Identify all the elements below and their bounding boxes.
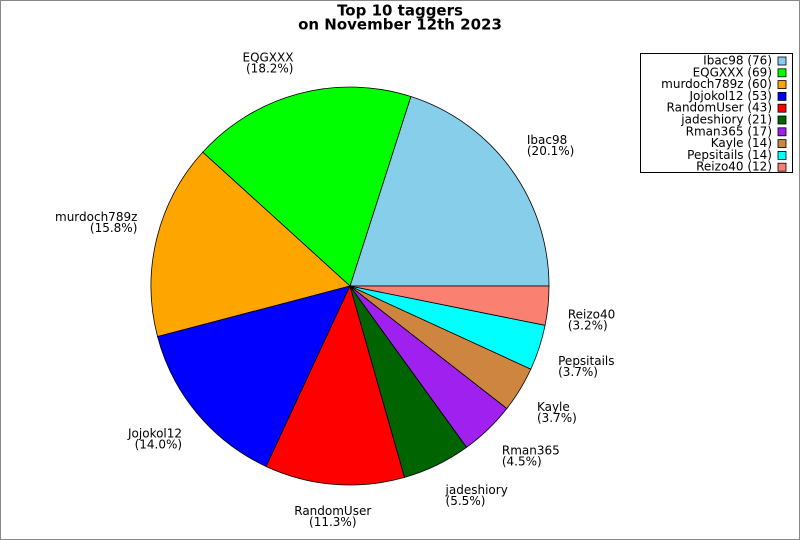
slice-label: jadeshiory xyxy=(445,483,508,497)
slice-value-label: (11.3%) xyxy=(309,515,356,529)
legend-swatch xyxy=(777,68,787,78)
slice-value-label: (20.1%) xyxy=(527,144,574,158)
slice-label: murdoch789z xyxy=(55,210,137,224)
legend-label: Kayle (14) xyxy=(711,136,772,150)
legend-label: murdoch789z (60) xyxy=(661,77,772,91)
legend-swatch xyxy=(777,103,787,113)
chart-title: Top 10 taggers xyxy=(337,2,463,20)
legend-label: Ibac98 (76) xyxy=(703,54,772,68)
legend-swatch xyxy=(777,150,787,160)
slice-value-label: (3.7%) xyxy=(558,365,598,379)
slice-value-label: (3.7%) xyxy=(537,411,577,425)
slice-label: Kayle xyxy=(537,400,570,414)
slice-label: Jojokol12 xyxy=(127,426,182,440)
legend-label: RandomUser (43) xyxy=(667,101,772,115)
slice-label: Pepsitails xyxy=(558,354,614,368)
slice-value-label: (18.2%) xyxy=(246,62,293,76)
slice-value-label: (5.5%) xyxy=(446,494,486,508)
legend-swatch xyxy=(777,162,787,172)
slice-label: Reizo40 xyxy=(568,308,615,322)
slice-label: Rman365 xyxy=(502,444,560,458)
slice-label: RandomUser xyxy=(294,504,371,518)
legend-swatch xyxy=(777,92,787,101)
legend-swatch xyxy=(777,115,787,125)
legend-swatch xyxy=(777,80,787,89)
slice-value-label: (15.8%) xyxy=(90,221,137,235)
slice-value-label: (14.0%) xyxy=(135,437,182,451)
pie-slice xyxy=(349,96,550,287)
pie-slice xyxy=(265,284,406,486)
pie-slice xyxy=(157,285,351,467)
pie-slice xyxy=(349,285,550,326)
legend-swatch xyxy=(777,56,787,66)
legend-label: Reizo40 (12) xyxy=(696,160,772,174)
pie-slice xyxy=(150,151,351,338)
legend-label: Pepsitails (14) xyxy=(687,148,772,162)
legend-swatch xyxy=(777,127,787,137)
legend-label: Jojokol12 (53) xyxy=(689,89,772,103)
slice-value-label: (3.2%) xyxy=(568,319,608,333)
legend-box xyxy=(640,53,793,173)
slice-value-label: (4.5%) xyxy=(502,455,542,469)
legend-swatch xyxy=(777,139,787,149)
legend-label: EQGXXX (69) xyxy=(693,65,772,79)
slice-label: EQGXXX xyxy=(242,51,293,65)
slice-label: Ibac98 xyxy=(527,133,567,147)
chart-subtitle: on November 12th 2023 xyxy=(298,16,502,34)
legend-label: jadeshiory (21) xyxy=(680,113,772,127)
legend-label: Rman365 (17) xyxy=(686,124,772,138)
pie-slice xyxy=(202,86,412,287)
